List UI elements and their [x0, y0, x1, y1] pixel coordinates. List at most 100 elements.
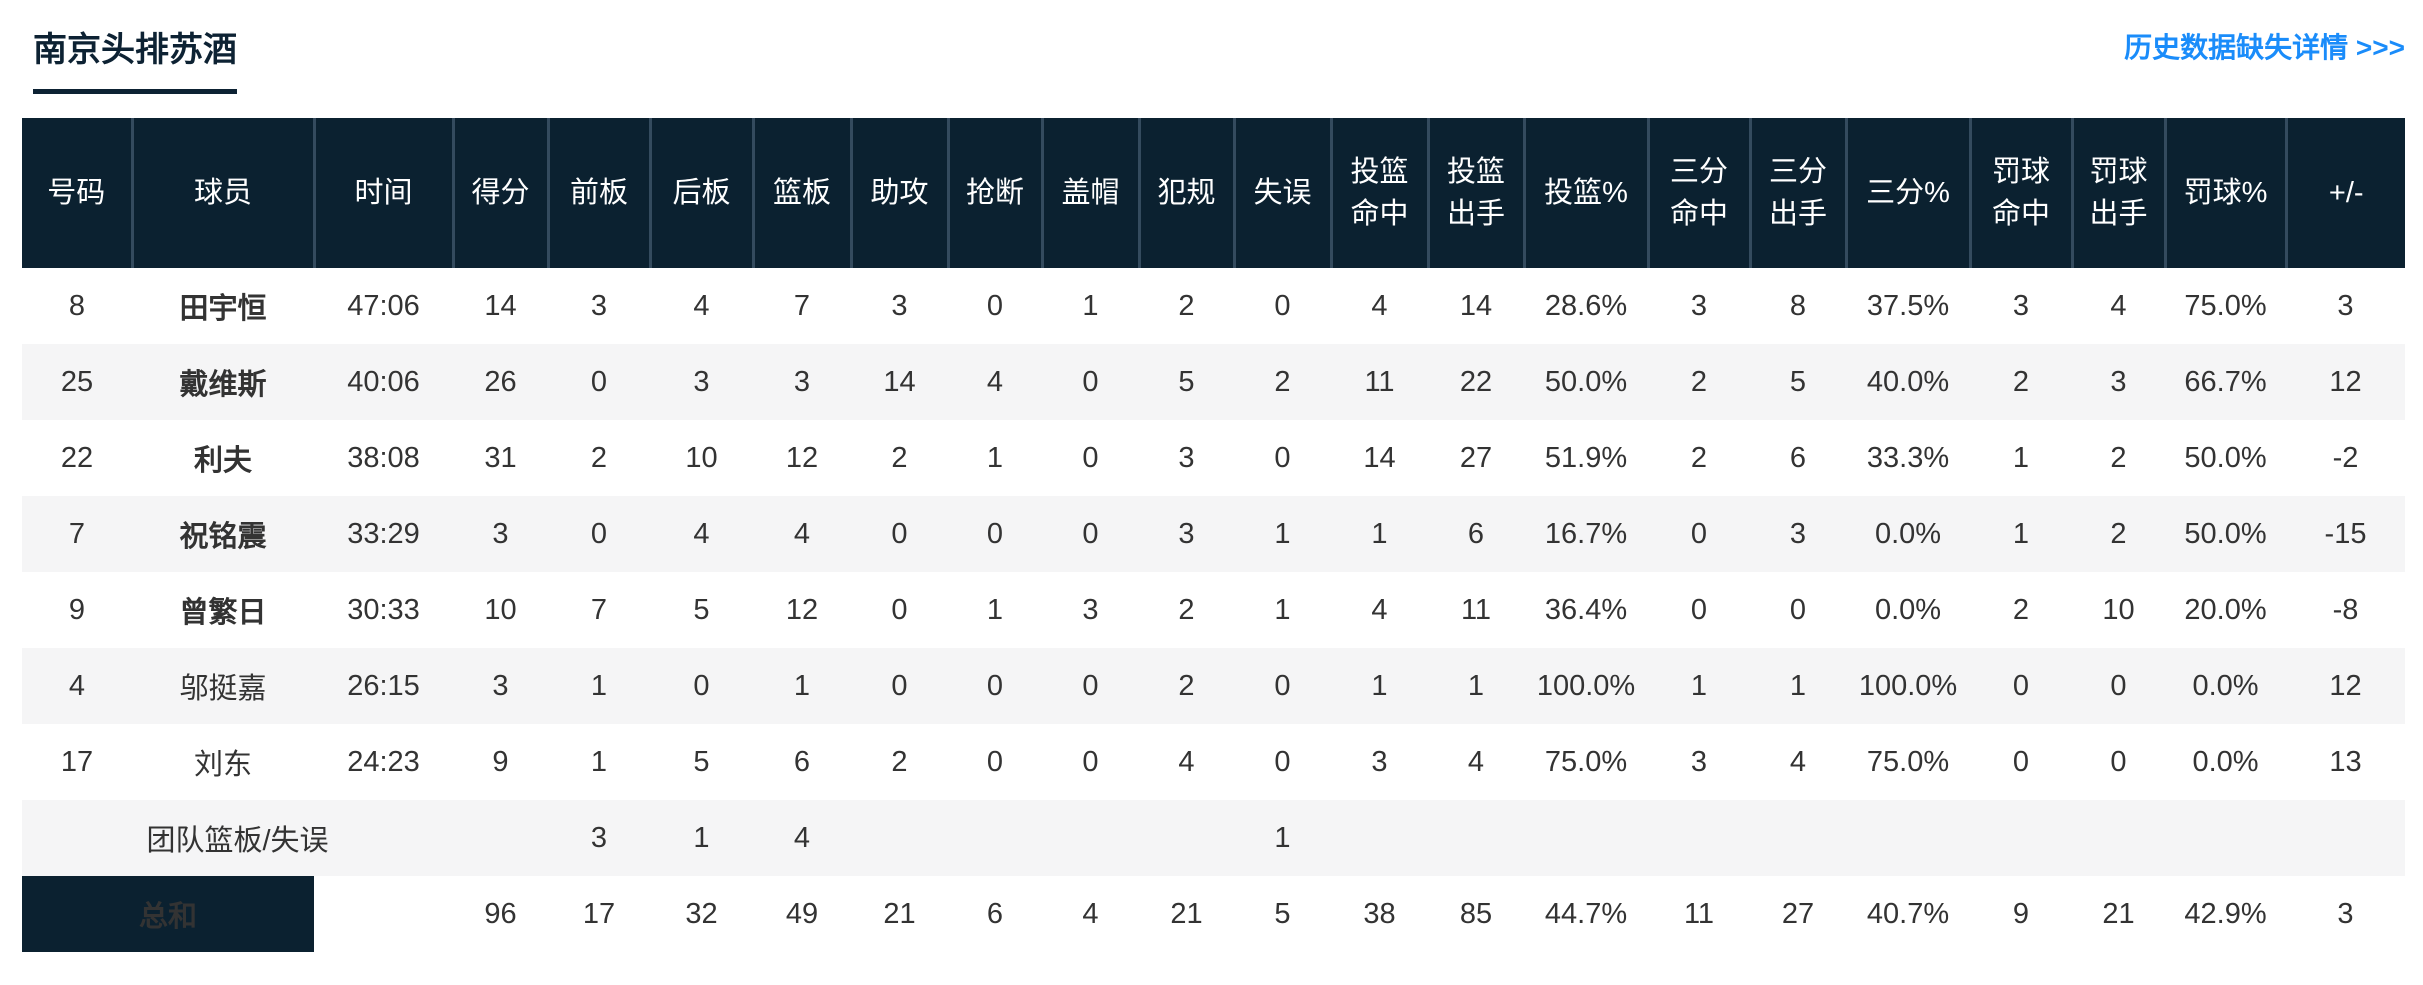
stat-turnovers: 2 — [1274, 365, 1291, 398]
column-header-three-attempted: 三分 出手 — [1750, 118, 1848, 268]
stat-defensive-rebounds: 10 — [685, 441, 718, 474]
stat-ft-percent: 75.0% — [2184, 289, 2267, 322]
total-stat-blocks: 4 — [1082, 897, 1099, 930]
team-stat-ft-made — [1970, 800, 2072, 876]
stat-assists: 0 — [891, 669, 908, 702]
stat-fouls: 5 — [1178, 365, 1195, 398]
stat-assists: 2 — [891, 441, 908, 474]
stat-fg-made: 4 — [1371, 593, 1388, 626]
team-stat-rebounds: 4 — [793, 821, 811, 854]
stat-offensive-rebounds: 0 — [590, 365, 608, 398]
stat-assists: 14 — [883, 365, 916, 398]
stat-ft-attempted: 0 — [2110, 669, 2127, 702]
stat-fg-attempted: 11 — [1460, 593, 1492, 626]
stat-three-attempted: 3 — [1789, 517, 1807, 550]
stat-ft-percent: 66.7% — [2184, 365, 2267, 398]
stat-plus-minus: 3 — [2337, 289, 2354, 322]
team-name-label: 南京头排苏酒 — [33, 31, 237, 69]
stat-three-percent: 40.0% — [1866, 365, 1950, 398]
stat-fouls: 3 — [1178, 517, 1195, 550]
player-row: 17 刘东 24:23 9 1 5 6 2 0 0 4 0 3 4 75.0% 3 4 75.0% 0 0 0.0% 13 — [22, 724, 2405, 800]
total-stat-fouls: 21 — [1170, 897, 1203, 930]
column-header-steals: 抢断 — [948, 118, 1044, 268]
stat-fg-made: 14 — [1363, 441, 1396, 474]
total-stat-ft-percent: 42.9% — [2184, 897, 2267, 930]
column-header-plus-minus: +/- — [2286, 118, 2405, 268]
stat-three-percent: 37.5% — [1866, 289, 1950, 322]
stat-three-made: 1 — [1690, 669, 1708, 702]
total-stat-rebounds: 49 — [785, 897, 819, 930]
stat-plus-minus: 13 — [2329, 745, 2362, 778]
stat-three-made: 3 — [1690, 289, 1708, 322]
total-stat-three-attempted: 27 — [1781, 897, 1815, 930]
column-header-three-percent: 三分% — [1846, 118, 1972, 268]
stat-ft-made: 2 — [2012, 365, 2030, 398]
player-row: 4 邬挺嘉 26:15 3 1 0 1 0 0 0 2 0 1 1 100.0% 1 1 100.0% 0 0 0.0%… — [22, 648, 2405, 724]
total-stat-ft-made: 9 — [2012, 897, 2030, 930]
player-name: 邬挺嘉 — [179, 673, 267, 705]
stat-time: 38:08 — [347, 441, 420, 474]
team-stat-steals — [948, 800, 1042, 876]
stat-time: 24:23 — [347, 745, 420, 778]
team-stat-fg-attempted — [1428, 800, 1524, 876]
stat-defensive-rebounds: 5 — [693, 745, 710, 778]
player-number: 25 — [60, 365, 94, 398]
stat-rebounds: 12 — [785, 593, 819, 626]
column-header-fg-made: 投篮 命中 — [1331, 118, 1430, 268]
team-stat-offensive-rebounds: 3 — [590, 821, 608, 854]
column-header-ft-made: 罚球 命中 — [1970, 118, 2074, 268]
player-row: 8 田宇恒 47:06 14 3 4 7 3 0 1 2 0 4 14 28.6% 3 8 37.5% 3 4 75.0… — [22, 268, 2405, 344]
stat-three-made: 0 — [1690, 517, 1708, 550]
stat-ft-percent: 20.0% — [2184, 593, 2267, 626]
stat-ft-made: 1 — [2012, 441, 2030, 474]
stat-defensive-rebounds: 4 — [693, 289, 710, 322]
stat-three-percent: 0.0% — [1874, 517, 1942, 550]
stat-points: 3 — [492, 517, 509, 550]
stat-assists: 0 — [891, 593, 908, 626]
stat-blocks: 1 — [1082, 289, 1099, 322]
stat-plus-minus: -8 — [2332, 593, 2359, 626]
player-name: 祝铭震 — [179, 521, 267, 553]
stat-fg-attempted: 22 — [1459, 365, 1493, 398]
total-stat-fg-attempted: 85 — [1459, 897, 1493, 930]
stat-fouls: 3 — [1178, 441, 1195, 474]
stat-points: 26 — [484, 365, 517, 398]
stats-table-head: 号码 球员 时间 得分 前板 后板 篮板 助攻 抢断 盖帽 犯规 失误 投篮 命中 投篮 出手 投篮% 三分 命中三… — [22, 118, 2405, 268]
history-data-missing-link[interactable]: 历史数据缺失详情 >>> — [2124, 32, 2405, 63]
stat-fg-percent: 50.0% — [1544, 365, 1628, 398]
column-header-ft-attempted: 罚球 出手 — [2072, 118, 2167, 268]
stat-ft-percent: 0.0% — [2192, 745, 2259, 778]
stat-three-percent: 75.0% — [1866, 745, 1950, 778]
player-number: 17 — [60, 745, 94, 778]
page-header: 南京头排苏酒 历史数据缺失详情 >>> — [0, 0, 2423, 118]
column-header-rebounds: 篮板 — [753, 118, 853, 268]
column-header-offensive-rebounds: 前板 — [548, 118, 652, 268]
player-stats-table: 号码 球员 时间 得分 前板 后板 篮板 助攻 抢断 盖帽 犯规 失误 投篮 命中 投篮 出手 投篮% 三分 命中三… — [22, 118, 2405, 952]
stat-time: 30:33 — [347, 593, 420, 626]
stat-blocks: 0 — [1082, 669, 1099, 702]
stat-plus-minus: 12 — [2329, 365, 2362, 398]
team-stat-plus-minus — [2286, 800, 2405, 876]
stat-three-made: 2 — [1690, 441, 1708, 474]
stat-blocks: 0 — [1082, 517, 1099, 550]
stat-fg-percent: 75.0% — [1544, 745, 1628, 778]
player-row: 7 祝铭震 33:29 3 0 4 4 0 0 0 3 1 1 6 16.7% 0 3 0.0% 1 2 50.0% -1… — [22, 496, 2405, 572]
stat-three-made: 0 — [1690, 593, 1708, 626]
stat-three-attempted: 5 — [1789, 365, 1807, 398]
team-stat-fg-made — [1331, 800, 1428, 876]
stat-rebounds: 7 — [793, 289, 811, 322]
stat-defensive-rebounds: 4 — [693, 517, 710, 550]
stat-ft-made: 2 — [2012, 593, 2030, 626]
stat-offensive-rebounds: 2 — [590, 441, 608, 474]
stat-three-attempted: 0 — [1789, 593, 1807, 626]
team-name-tab[interactable]: 南京头排苏酒 — [33, 22, 237, 94]
stat-ft-made: 1 — [2012, 517, 2030, 550]
stat-points: 31 — [484, 441, 517, 474]
stat-ft-attempted: 2 — [2110, 517, 2127, 550]
column-header-fg-percent: 投篮% — [1524, 118, 1650, 268]
total-stat-three-made: 11 — [1683, 897, 1715, 930]
totals-time — [314, 876, 453, 952]
stat-offensive-rebounds: 1 — [590, 745, 608, 778]
stat-plus-minus: -2 — [2332, 441, 2359, 474]
player-number: 7 — [68, 517, 86, 550]
